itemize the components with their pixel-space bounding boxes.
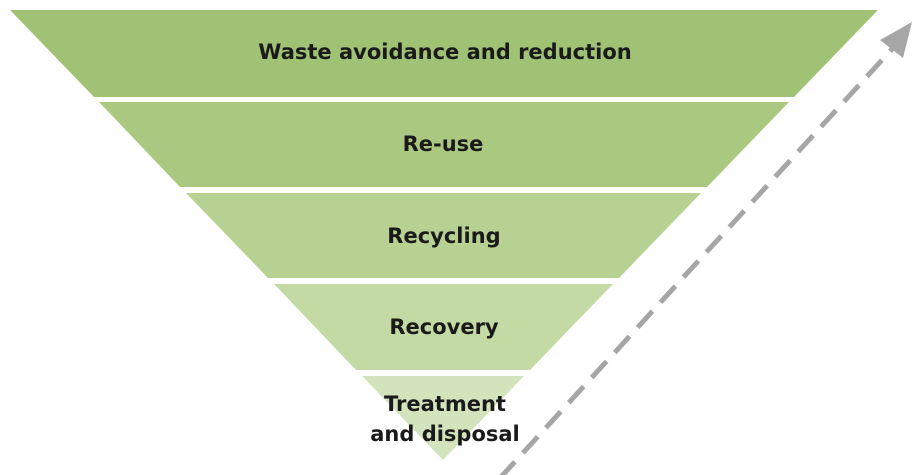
level-band (274, 284, 613, 370)
level-label: Recovery (389, 315, 499, 339)
arrow-shaft (499, 46, 895, 475)
level-band (99, 102, 789, 187)
arrow (499, 22, 912, 475)
level-label: Waste avoidance and reduction (258, 40, 631, 64)
level-band (10, 10, 878, 97)
level-label: and disposal (370, 422, 520, 446)
level-band (186, 193, 701, 278)
level-label: Recycling (387, 224, 500, 248)
level-label: Treatment (384, 392, 506, 416)
level-band (362, 376, 524, 460)
arrow-head (880, 22, 912, 58)
level-label: Re-use (403, 132, 484, 156)
